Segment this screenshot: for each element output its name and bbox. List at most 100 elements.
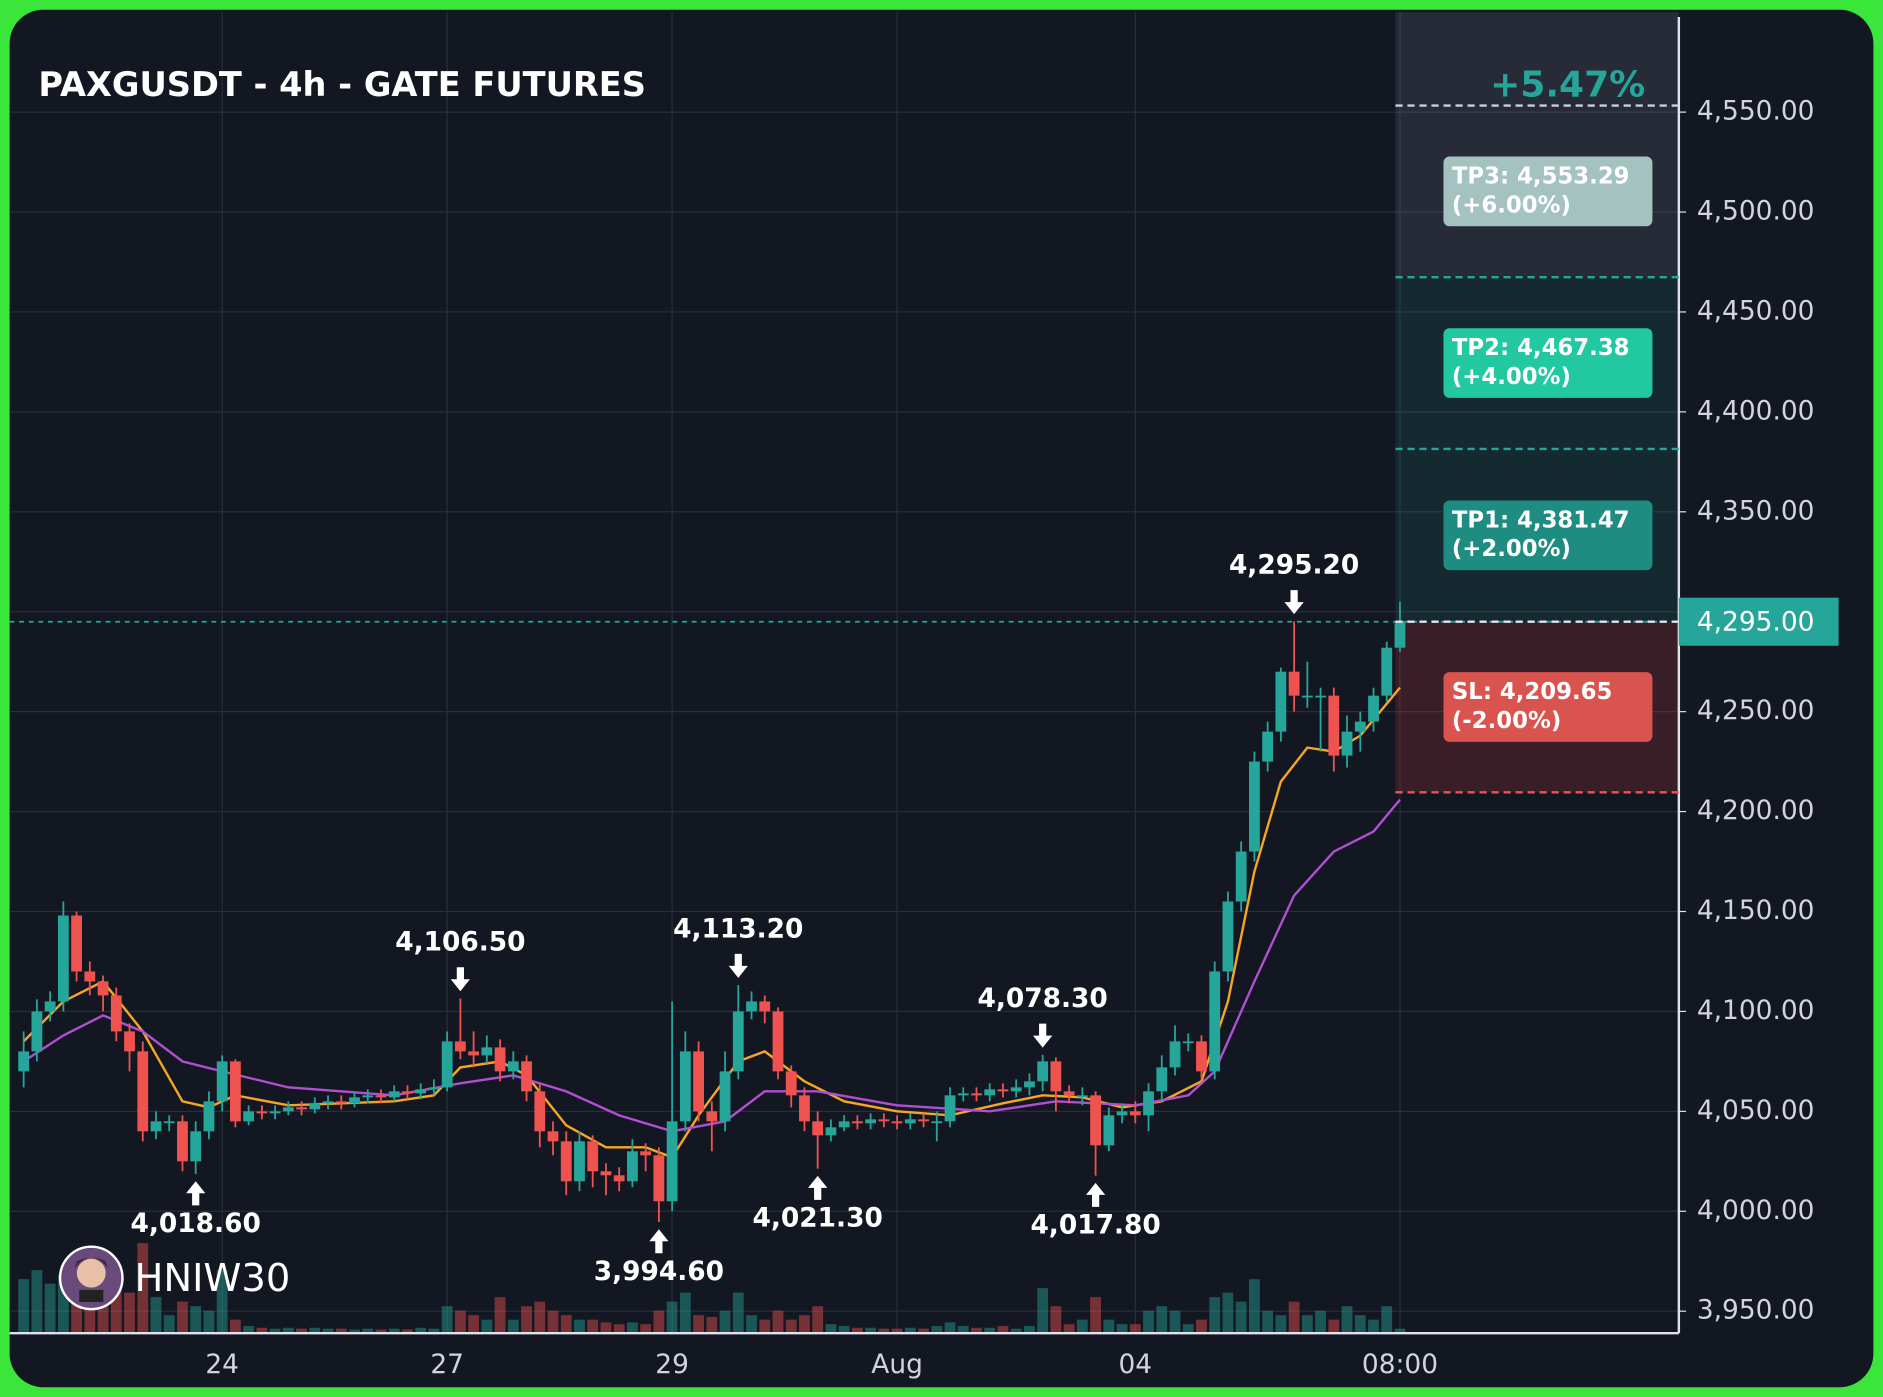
candle-body	[494, 1047, 506, 1072]
candle-body	[1090, 1095, 1102, 1146]
volume-bar	[1129, 1324, 1141, 1334]
volume-bar	[521, 1306, 532, 1334]
volume-bar	[415, 1327, 427, 1334]
candle-body	[31, 1011, 43, 1052]
y-tick-label: 4,350.00	[1697, 495, 1815, 526]
candle-body	[1368, 695, 1379, 722]
volume-bar	[57, 1274, 69, 1334]
annotation-label: 4,018.60	[131, 1208, 261, 1239]
level-pct: (+2.00%)	[1452, 536, 1571, 562]
candle-body	[865, 1119, 877, 1124]
volume-bar	[1209, 1297, 1221, 1334]
annotation-label: 4,295.20	[1229, 550, 1359, 581]
candle-body	[1315, 695, 1326, 698]
volume-bar	[163, 1315, 175, 1334]
candle-body	[1262, 731, 1274, 762]
candle-body	[732, 1011, 744, 1072]
volume-bar	[402, 1329, 413, 1334]
volume-bar	[746, 1315, 757, 1334]
volume-bar	[1235, 1301, 1247, 1334]
volume-bar	[322, 1328, 334, 1334]
price-tag	[1678, 597, 1839, 646]
candle-body	[1076, 1095, 1088, 1098]
candle-body	[163, 1121, 175, 1124]
volume-bar	[481, 1319, 493, 1334]
candle-body	[931, 1121, 943, 1124]
volume-bar	[1301, 1315, 1313, 1334]
candle-body	[1249, 761, 1260, 852]
candle-body	[653, 1155, 665, 1202]
candle-body	[838, 1121, 850, 1128]
volume-bar	[216, 1270, 228, 1334]
plot	[9, 12, 1679, 1334]
y-tick-label: 4,150.00	[1697, 895, 1815, 926]
price-tag-label: 4,295.00	[1697, 606, 1815, 637]
level-pct: (+6.00%)	[1452, 192, 1571, 218]
avatar-face	[76, 1258, 106, 1288]
volume-bar	[177, 1301, 188, 1334]
volume-bar	[534, 1301, 546, 1334]
candle-body	[468, 1051, 480, 1056]
volume-bar	[574, 1319, 585, 1334]
candle-body	[322, 1101, 334, 1104]
volume-bar	[362, 1328, 374, 1334]
candle-body	[269, 1111, 281, 1114]
candle-body	[640, 1151, 652, 1156]
volume-bar	[1076, 1319, 1088, 1334]
watermark-text: HNIW30	[135, 1256, 291, 1301]
annotation-label: 4,113.20	[673, 913, 803, 944]
volume-bar	[1368, 1319, 1379, 1334]
candle-body	[812, 1121, 824, 1136]
volume-bar	[799, 1315, 810, 1334]
candle-body	[137, 1051, 149, 1132]
candle-body	[1354, 721, 1366, 732]
candle-body	[944, 1095, 956, 1122]
level-pct: (+4.00%)	[1452, 364, 1571, 390]
candle-body	[481, 1047, 493, 1056]
volume-bar	[693, 1315, 704, 1334]
level-pct: (-2.00%)	[1452, 708, 1561, 734]
volume-bar	[732, 1292, 744, 1334]
candle-body	[415, 1089, 427, 1094]
volume-bar	[812, 1306, 824, 1334]
candle-body	[891, 1121, 903, 1124]
volume-bar	[971, 1327, 982, 1334]
volume-bar	[1394, 1328, 1406, 1334]
candle-body	[1129, 1111, 1141, 1116]
volume-bar	[243, 1325, 255, 1334]
candle-body	[1156, 1067, 1168, 1092]
y-tick-label: 4,450.00	[1697, 295, 1815, 326]
y-tick-label: 4,000.00	[1697, 1195, 1815, 1226]
candle-body	[957, 1093, 969, 1096]
change-label: +5.47%	[1490, 65, 1645, 106]
volume-bar	[904, 1327, 916, 1334]
candle-body	[1103, 1115, 1115, 1146]
candle-body	[521, 1061, 532, 1092]
volume-bar	[1010, 1328, 1022, 1334]
chart-title: PAXGUSDT - 4h - GATE FUTURES	[38, 65, 645, 104]
candle-body	[547, 1131, 559, 1142]
candle-body	[799, 1095, 810, 1122]
candle-body	[296, 1107, 307, 1110]
volume-bar	[891, 1328, 903, 1334]
arrow	[649, 1229, 669, 1254]
candle-body	[772, 1011, 784, 1072]
candle-body	[574, 1141, 585, 1182]
candle-body	[203, 1101, 215, 1132]
volume-bar	[1275, 1315, 1287, 1334]
volume-bar	[865, 1327, 877, 1334]
volume-bar	[627, 1322, 638, 1334]
candle-body	[904, 1119, 916, 1124]
candle-body	[309, 1103, 321, 1110]
candle-body	[851, 1121, 863, 1124]
volume-bar	[838, 1325, 850, 1334]
volume-bar	[666, 1301, 678, 1334]
volume-bar	[1024, 1325, 1035, 1334]
overlay: 3,950.00 4,000.00 4,050.00 4,100.00 4,150.00…	[9, 96, 1839, 1380]
volume-bar	[229, 1319, 241, 1334]
volume-bar	[851, 1327, 863, 1334]
watermark: HNIW30	[58, 1245, 291, 1311]
candle-body	[746, 1001, 757, 1012]
candle-body	[256, 1111, 268, 1114]
